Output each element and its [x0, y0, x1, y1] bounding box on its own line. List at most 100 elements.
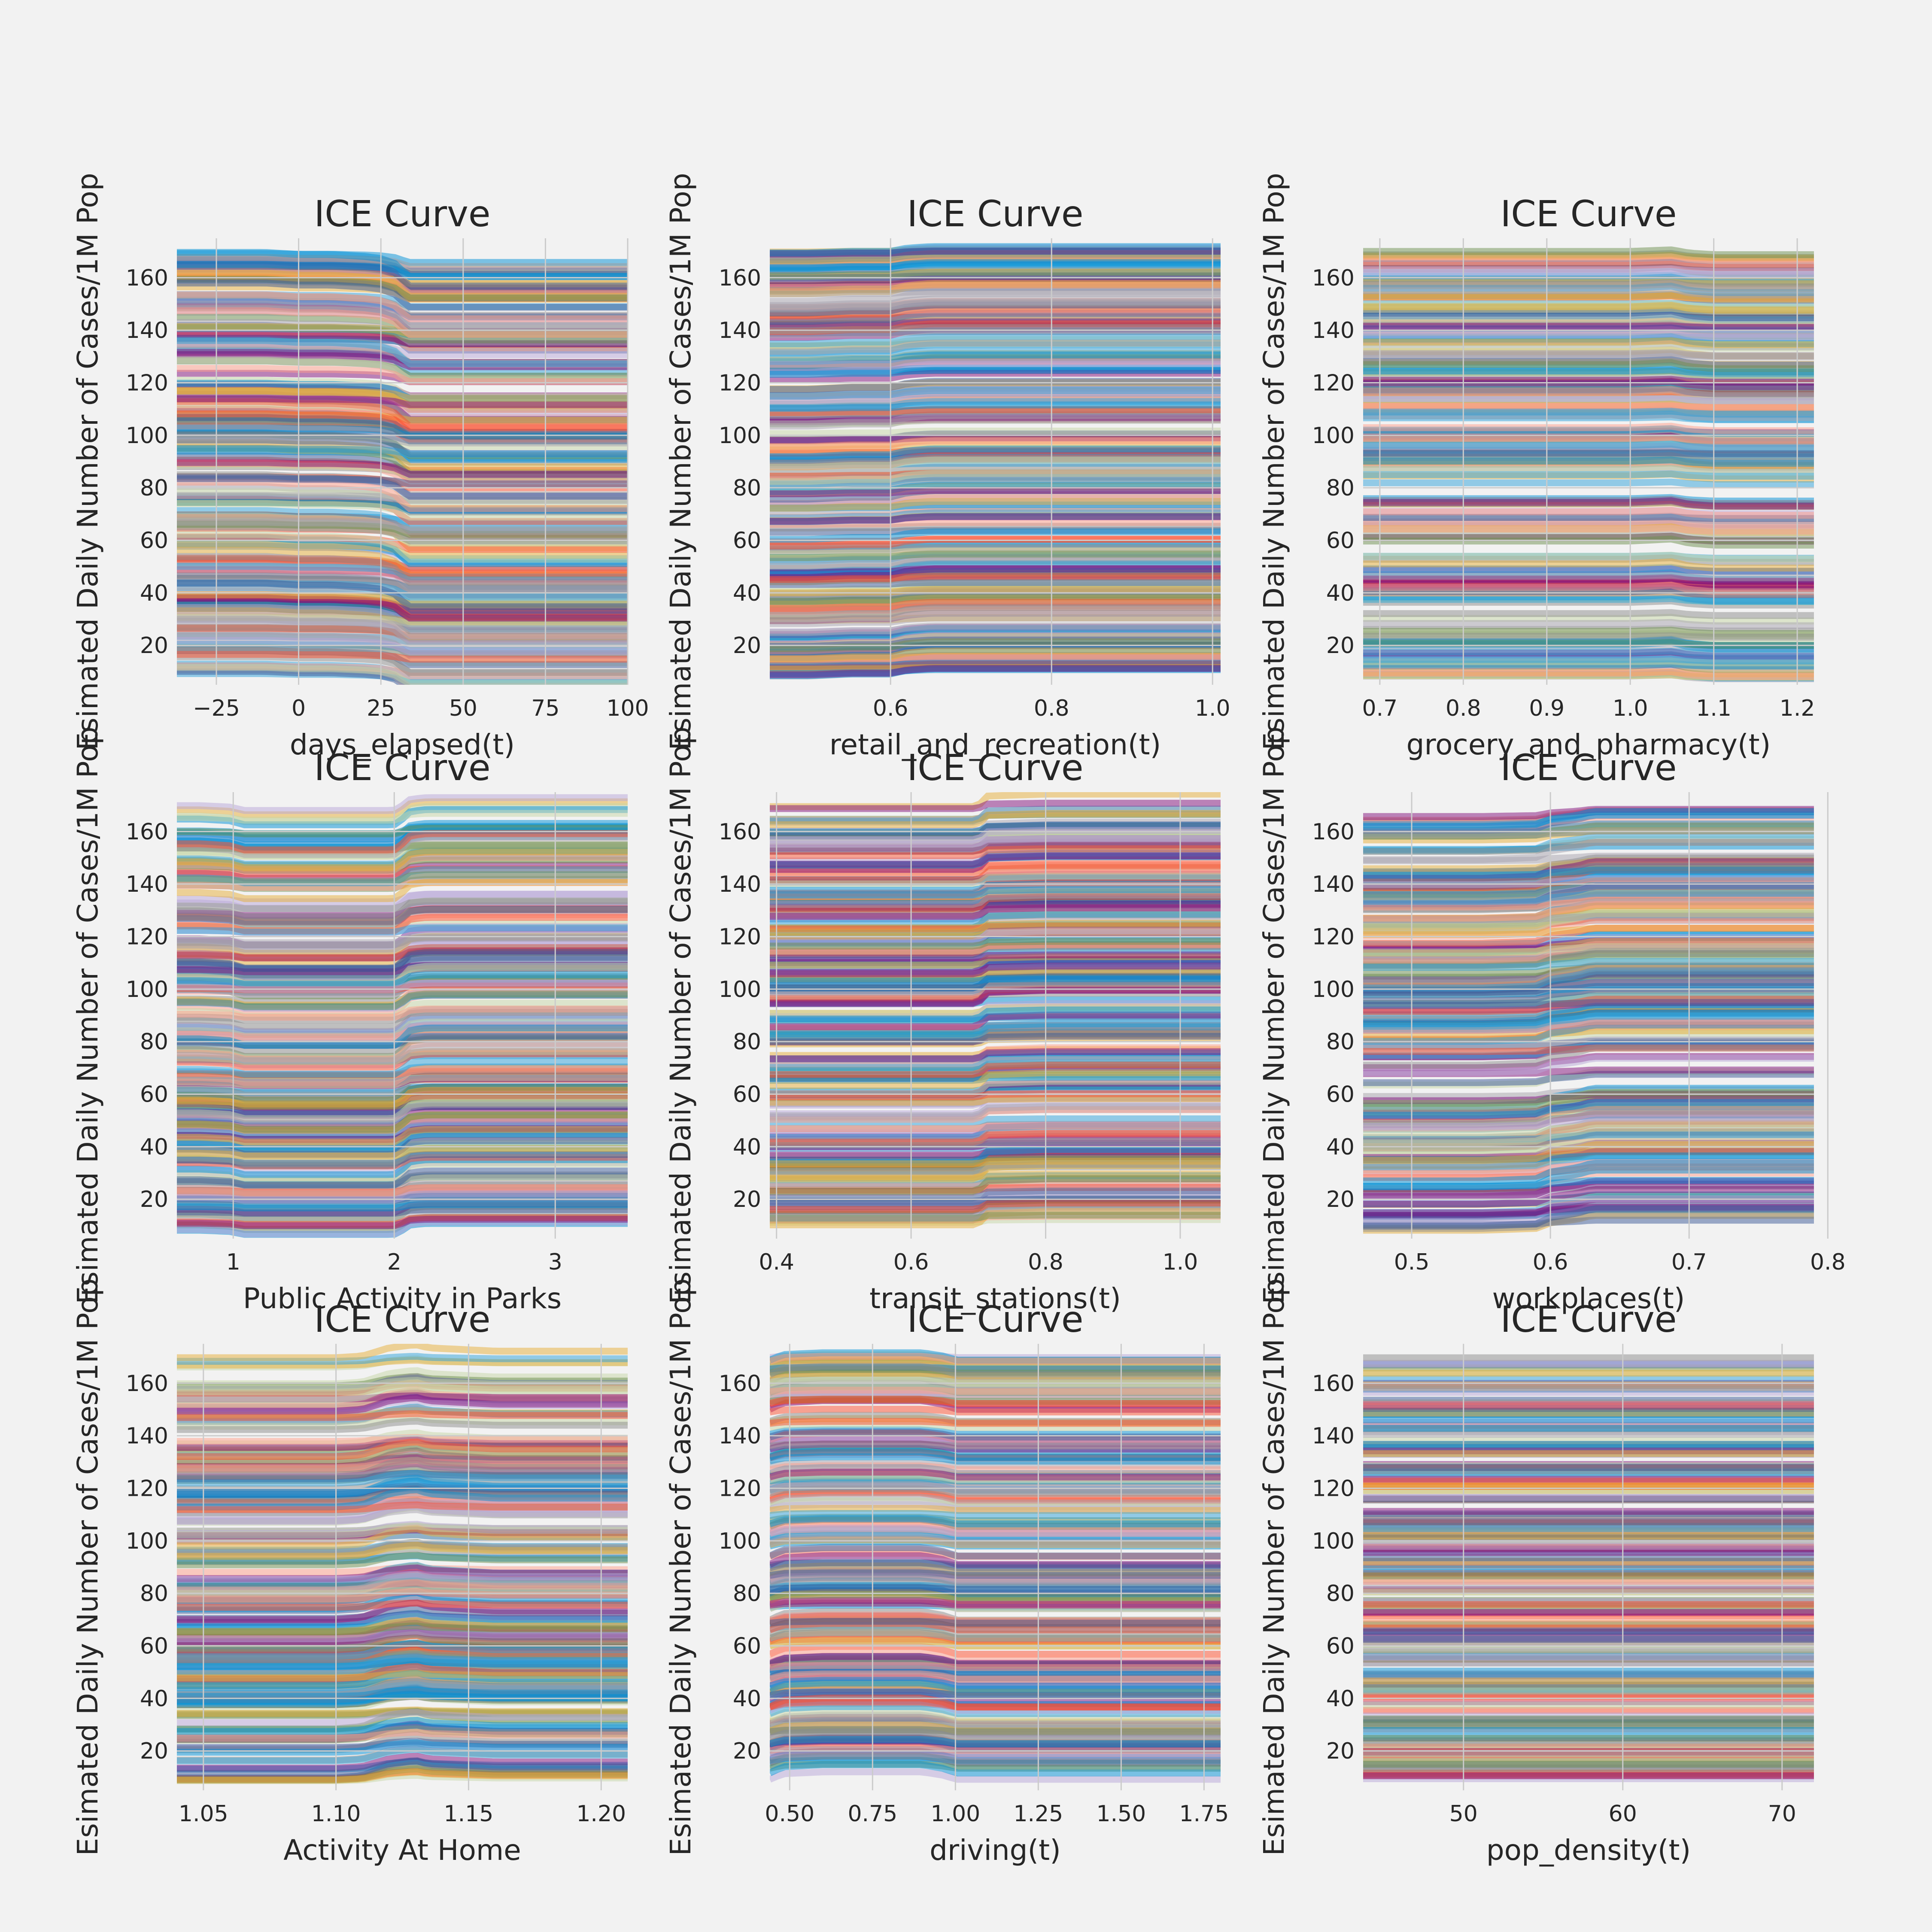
- ice-series-line: [770, 1744, 1221, 1754]
- ice-series-line: [1363, 411, 1814, 421]
- ice-series-line: [177, 810, 628, 824]
- x-tick-label: 0.50: [765, 1801, 814, 1827]
- ice-series-line: [1363, 647, 1814, 657]
- y-tick-label: 140: [719, 318, 761, 343]
- ice-series-line: [1363, 1089, 1814, 1107]
- ice-series-line: [770, 1713, 1221, 1728]
- ice-series-line: [770, 260, 1221, 271]
- x-tick-label: 3: [548, 1249, 562, 1275]
- ice-series-line: [1363, 655, 1814, 664]
- y-tick-label: 20: [733, 633, 761, 659]
- x-tick-label: 0.7: [1362, 696, 1398, 721]
- ice-series-line: [770, 593, 1221, 605]
- ice-series-line: [177, 1728, 628, 1742]
- ice-series-line: [770, 428, 1221, 437]
- ice-series-line: [177, 1184, 628, 1197]
- ice-series-line: [177, 410, 628, 431]
- ice-series-line: [770, 550, 1221, 561]
- y-tick-label: 20: [1326, 1187, 1355, 1212]
- ice-series-line: [177, 500, 628, 521]
- ice-series-line: [770, 1525, 1221, 1537]
- subplot-title: ICE Curve: [314, 747, 490, 789]
- y-tick-label: 80: [733, 1029, 761, 1055]
- ice-series-line: [770, 464, 1221, 477]
- y-tick-label: 140: [719, 872, 761, 897]
- x-tick-label: 0.7: [1671, 1249, 1707, 1275]
- ice-series-line: [770, 835, 1221, 848]
- ice-series-line: [770, 665, 1221, 678]
- ice-series-line: [770, 938, 1221, 950]
- y-tick-label: 120: [1312, 370, 1355, 396]
- x-tick-label: 0.9: [1529, 696, 1564, 721]
- ice-series-line: [1363, 376, 1814, 386]
- ice-series-line: [177, 906, 628, 925]
- ice-series-line: [770, 298, 1221, 312]
- ice-series-line: [770, 528, 1221, 543]
- ice-series-line: [770, 1157, 1221, 1167]
- ice-series-line: [1363, 1120, 1814, 1138]
- y-tick-label: 20: [1326, 1738, 1355, 1764]
- ice-series-line: [1363, 407, 1814, 418]
- ice-series-line: [770, 437, 1221, 450]
- ice-series-line: [177, 307, 628, 338]
- ice-series-line: [177, 1628, 628, 1642]
- y-axis-label: Esimated Daily Number of Cases/1M Pop: [1258, 1279, 1291, 1856]
- ice-series-line: [770, 1061, 1221, 1078]
- y-tick-label: 160: [1312, 819, 1355, 845]
- ice-series-line: [770, 1584, 1221, 1593]
- y-tick-label: 40: [733, 1686, 761, 1712]
- ice-series-line: [770, 1505, 1221, 1514]
- y-tick-label: 100: [719, 977, 761, 1002]
- ice-series-line: [1363, 595, 1814, 605]
- ice-series-line: [770, 351, 1221, 365]
- x-tick-label: 0.75: [848, 1801, 897, 1827]
- ice-series-line: [770, 1753, 1221, 1765]
- ice-series-line: [177, 1410, 628, 1421]
- ice-lines: [1363, 1354, 1814, 1782]
- ice-series-line: [770, 810, 1221, 828]
- ice-subplot-5: 0.4 0.6 0.8 1.0 20 40 60 80 100 120 140 160 ICE Curv…: [664, 727, 1221, 1315]
- ice-series-line: [1363, 257, 1814, 267]
- ice-series-line: [1363, 422, 1814, 434]
- y-tick-label: 160: [126, 819, 168, 845]
- ice-series-line: [1363, 292, 1814, 303]
- ice-series-line: [770, 891, 1221, 908]
- x-tick-label: 75: [531, 696, 559, 721]
- x-tick-label: 1.1: [1696, 696, 1732, 721]
- y-tick-label: 80: [733, 1581, 761, 1607]
- ice-series-line: [770, 1188, 1221, 1201]
- ice-series-line: [770, 412, 1221, 428]
- x-tick-label: 0.6: [873, 696, 908, 721]
- x-tick-label: 25: [367, 696, 395, 721]
- ice-series-line: [1363, 524, 1814, 535]
- x-axis-label: Activity At Home: [283, 1834, 521, 1867]
- ice-subplot-8: 0.50 0.75 1.00 1.25 1.50 1.75 20 40 60 80 100 120 14…: [664, 1279, 1229, 1867]
- y-tick-label: 140: [719, 1423, 761, 1449]
- ice-series-line: [770, 310, 1221, 325]
- ice-series-line: [770, 1103, 1221, 1119]
- ice-series-line: [177, 475, 628, 487]
- ice-series-line: [177, 949, 628, 972]
- x-tick-label: 1.00: [930, 1801, 980, 1827]
- x-tick-label: 0: [292, 696, 306, 721]
- y-axis-label: Esimated Daily Number of Cases/1M Pop: [71, 173, 104, 750]
- ice-series-line: [177, 425, 628, 440]
- ice-series-line: [1363, 350, 1814, 359]
- y-tick-label: 60: [1326, 1634, 1355, 1659]
- ice-series-line: [177, 1066, 628, 1086]
- ice-series-line: [177, 1599, 628, 1611]
- y-tick-label: 140: [1312, 1423, 1355, 1449]
- ice-series-line: [1363, 1177, 1814, 1190]
- x-tick-label: 0.4: [759, 1249, 794, 1275]
- ice-series-line: [770, 604, 1221, 620]
- ice-series-line: [177, 1654, 628, 1668]
- ice-series-line: [177, 1716, 628, 1735]
- ice-subplot-4: 1 2 3 20 40 60 80 100 120 140 160 ICE Curve Public A…: [71, 727, 628, 1315]
- ice-series-line: [177, 1383, 628, 1396]
- ice-series-line: [177, 1470, 628, 1487]
- ice-series-line: [770, 1377, 1221, 1389]
- ice-series-line: [770, 1212, 1221, 1222]
- ice-series-line: [177, 1206, 628, 1217]
- ice-series-line: [770, 1544, 1221, 1560]
- ice-series-line: [177, 1501, 628, 1513]
